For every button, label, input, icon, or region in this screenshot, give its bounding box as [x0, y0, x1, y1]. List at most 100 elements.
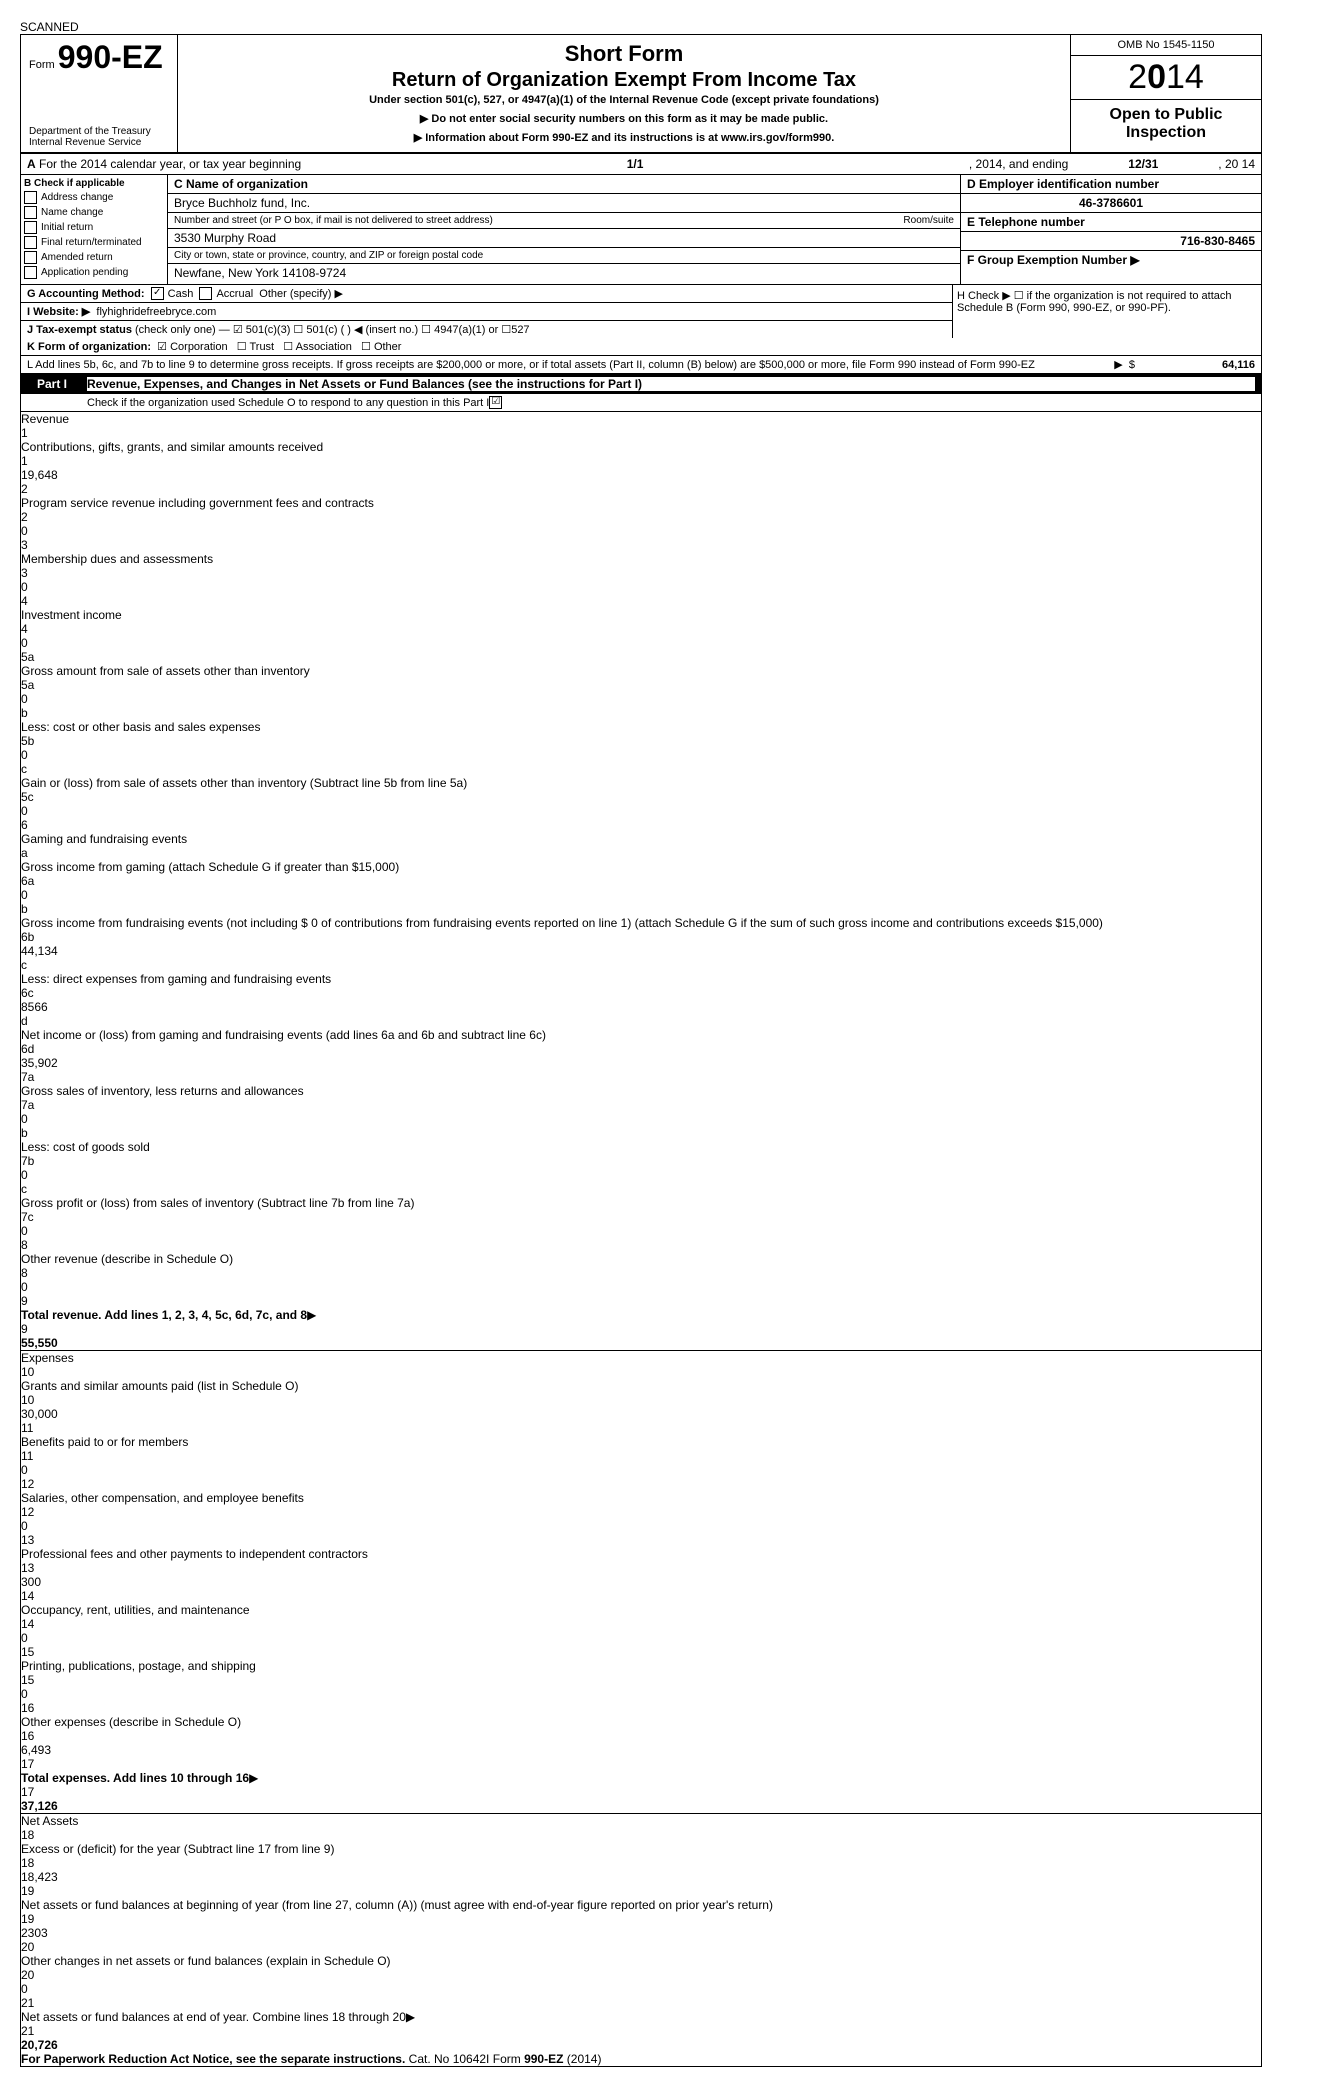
- ln: 12: [21, 1477, 1261, 1491]
- line-a-label: A: [27, 157, 36, 171]
- footer-mid: Cat. No 10642I: [409, 2052, 490, 2066]
- ld: Benefits paid to or for members: [21, 1435, 188, 1449]
- right-boxes: OMB No 1545-1150 2014 Open to Public Ins…: [1070, 35, 1261, 152]
- mb: 5b: [21, 734, 1261, 748]
- ln: 20: [21, 1940, 1261, 1954]
- check-pending[interactable]: Application pending: [24, 266, 164, 279]
- l-arrow: ▶: [1114, 358, 1122, 371]
- lv: 300: [21, 1575, 1261, 1589]
- lv: 19,648: [21, 468, 1261, 482]
- lv: 0: [21, 1463, 1261, 1477]
- i-label: I Website: ▶: [27, 305, 90, 318]
- check-initial[interactable]: Initial return: [24, 221, 164, 234]
- ln: b: [21, 902, 1261, 916]
- lb: 8: [21, 1266, 1261, 1280]
- line-h: H Check ▶ ☐ if the organization is not r…: [952, 285, 1261, 338]
- ln: 15: [21, 1645, 1261, 1659]
- mv: 0: [21, 888, 1261, 902]
- lb: 21: [21, 2024, 1261, 2038]
- mb: 7a: [21, 1098, 1261, 1112]
- l-text: L Add lines 5b, 6c, and 7b to line 9 to …: [27, 359, 1114, 371]
- arrow: ▶: [249, 1771, 258, 1785]
- col-c: C Name of organization Bryce Buchholz fu…: [168, 175, 960, 284]
- netassets-section: Net Assets 18Excess or (deficit) for the…: [21, 1813, 1261, 2052]
- lv: 0: [21, 804, 1261, 818]
- k-assoc: ☐ Association: [283, 340, 352, 353]
- ld: Net income or (loss) from gaming and fun…: [21, 1028, 546, 1042]
- form-number-box: Form 990-EZ Department of the TreasuryIn…: [21, 35, 178, 152]
- revenue-section: Revenue 1Contributions, gifts, grants, a…: [21, 412, 1261, 1350]
- year-b: 0: [1147, 58, 1166, 96]
- ln: b: [21, 1126, 1261, 1140]
- mb: 6c: [21, 986, 1261, 1000]
- lv: 37,126: [21, 1799, 1261, 1813]
- lb: 10: [21, 1393, 1261, 1407]
- check-address[interactable]: Address change: [24, 191, 164, 204]
- lb: 20: [21, 1968, 1261, 1982]
- footer-left: For Paperwork Reduction Act Notice, see …: [21, 2052, 405, 2066]
- lv: 18,423: [21, 1870, 1261, 1884]
- ld: Net assets or fund balances at beginning…: [21, 1898, 773, 1912]
- lb: 3: [21, 566, 1261, 580]
- ln: 17: [21, 1757, 1261, 1771]
- ld: Other expenses (describe in Schedule O): [21, 1715, 241, 1729]
- revenue-side-label: Revenue: [21, 412, 1261, 426]
- cash-lbl: Cash: [168, 288, 194, 300]
- lb: 9: [21, 1322, 1261, 1336]
- mb: 7b: [21, 1154, 1261, 1168]
- ld: Less: direct expenses from gaming and fu…: [21, 972, 331, 986]
- ln: 14: [21, 1589, 1261, 1603]
- line-a: A For the 2014 calendar year, or tax yea…: [21, 154, 1261, 175]
- check-final[interactable]: Final return/terminated: [24, 236, 164, 249]
- ln: 7a: [21, 1070, 1261, 1084]
- lv: 0: [21, 1280, 1261, 1294]
- check-amended[interactable]: Amended return: [24, 251, 164, 264]
- c-label: C Name of organization: [174, 177, 308, 191]
- part1-check-text: Check if the organization used Schedule …: [87, 397, 489, 409]
- ld: Gross amount from sale of assets other t…: [21, 664, 310, 678]
- ln: 3: [21, 538, 1261, 552]
- form-990ez: Form 990-EZ Department of the TreasuryIn…: [20, 34, 1262, 2067]
- ein: 46-3786601: [1079, 196, 1143, 210]
- part1-checkbox[interactable]: ☑: [489, 396, 502, 409]
- ln: 13: [21, 1533, 1261, 1547]
- expenses-side-label: Expenses: [21, 1351, 1261, 1365]
- lv: 0: [21, 1687, 1261, 1701]
- e-label: E Telephone number: [967, 215, 1085, 229]
- ld: Other revenue (describe in Schedule O): [21, 1252, 233, 1266]
- line-a-mid: , 2014, and ending: [969, 157, 1068, 171]
- lb: 17: [21, 1785, 1261, 1799]
- footer: For Paperwork Reduction Act Notice, see …: [21, 2052, 1261, 2066]
- b-label: B Check if applicable: [24, 178, 164, 189]
- ld: Gain or (loss) from sale of assets other…: [21, 776, 467, 790]
- lb: 13: [21, 1561, 1261, 1575]
- chk-lbl: Name change: [41, 207, 103, 218]
- dept-treasury: Department of the TreasuryInternal Reven…: [29, 126, 169, 148]
- ln: b: [21, 706, 1261, 720]
- lb: 14: [21, 1617, 1261, 1631]
- ld: Salaries, other compensation, and employ…: [21, 1491, 304, 1505]
- lv: 55,550: [21, 1336, 1261, 1350]
- k-trust: ☐ Trust: [237, 340, 274, 353]
- instr-1: ▶ Do not enter social security numbers o…: [182, 112, 1066, 125]
- subtitle: Under section 501(c), 527, or 4947(a)(1)…: [182, 94, 1066, 106]
- h-text: H Check ▶ ☐ if the organization is not r…: [957, 290, 1232, 314]
- lb: 16: [21, 1729, 1261, 1743]
- netassets-side-label: Net Assets: [21, 1814, 1261, 1828]
- part1-check: Check if the organization used Schedule …: [21, 394, 1261, 412]
- ld: Gaming and fundraising events: [21, 832, 187, 846]
- ln: c: [21, 958, 1261, 972]
- g-label: G Accounting Method:: [27, 288, 145, 300]
- ln: a: [21, 846, 1261, 860]
- lv: 0: [21, 1519, 1261, 1533]
- l-amt: 64,116: [1135, 359, 1255, 371]
- city-label: City or town, state or province, country…: [174, 250, 483, 261]
- check-name[interactable]: Name change: [24, 206, 164, 219]
- ld: Gross income from gaming (attach Schedul…: [21, 860, 399, 874]
- title-box: Short Form Return of Organization Exempt…: [178, 35, 1070, 152]
- accrual-checkbox[interactable]: [199, 287, 212, 300]
- ld: Printing, publications, postage, and shi…: [21, 1659, 256, 1673]
- line-a-year: , 20 14: [1218, 157, 1255, 171]
- ln: 6: [21, 818, 1261, 832]
- cash-checkbox[interactable]: ✓: [151, 287, 164, 300]
